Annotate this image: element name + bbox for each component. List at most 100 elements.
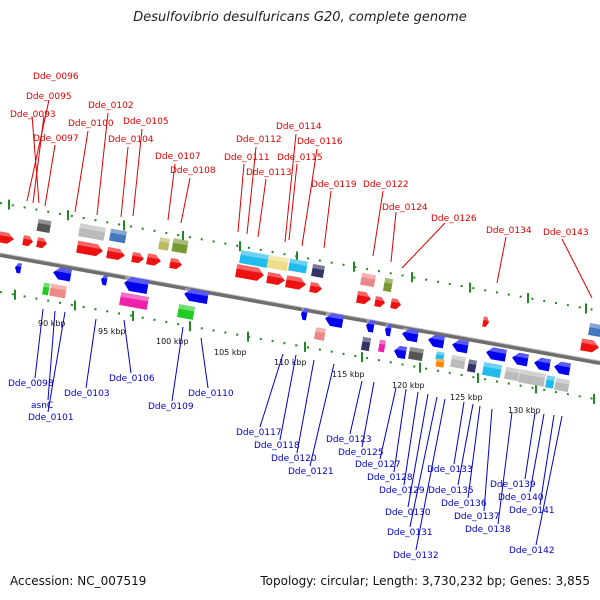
gene-glyph bbox=[504, 366, 520, 382]
top-gene-label: Dde_0113 bbox=[246, 168, 292, 178]
gene-glyph bbox=[545, 375, 555, 389]
bottom-label-leader bbox=[259, 353, 284, 428]
gene-glyph bbox=[239, 250, 269, 268]
top-label-leader bbox=[301, 148, 318, 247]
bottom-label-leader bbox=[279, 354, 297, 441]
top-label-leader bbox=[32, 115, 45, 204]
bottom-gene-label: Dde_0135 bbox=[428, 486, 474, 496]
top-label-leader bbox=[120, 146, 129, 218]
bottom-label-leader bbox=[393, 388, 407, 473]
top-label-leader bbox=[26, 99, 50, 202]
bottom-gene-label: Dde_0139 bbox=[490, 480, 536, 490]
bottom-label-leader bbox=[453, 401, 465, 465]
top-gene-label: Dde_0097 bbox=[33, 134, 79, 144]
gene-glyph bbox=[311, 264, 325, 278]
top-gene-label: Dde_0122 bbox=[363, 180, 409, 190]
gene-glyph bbox=[554, 377, 570, 393]
gene-glyph bbox=[288, 258, 308, 274]
gene-glyph bbox=[588, 323, 600, 337]
bottom-gene-label: Dde_0123 bbox=[326, 435, 372, 445]
gene-glyph bbox=[467, 359, 477, 373]
top-gene-label: Dde_0105 bbox=[123, 117, 169, 127]
bottom-label-leader bbox=[47, 310, 56, 401]
gene-glyph bbox=[41, 282, 51, 296]
bottom-label-leader bbox=[529, 413, 545, 493]
gene-glyph bbox=[36, 237, 48, 249]
bottom-label-leader bbox=[483, 408, 493, 512]
top-gene-label: Dde_0108 bbox=[170, 166, 216, 176]
bottom-gene-label: Dde_0138 bbox=[465, 525, 511, 535]
gene-glyph bbox=[314, 327, 326, 341]
top-label-leader bbox=[246, 146, 257, 235]
bottom-label-leader bbox=[171, 326, 184, 402]
top-label-leader bbox=[44, 144, 56, 207]
top-gene-label: Dde_0116 bbox=[297, 137, 343, 147]
gene-glyph bbox=[486, 346, 507, 362]
bottom-gene-label: asnC bbox=[31, 401, 53, 411]
top-label-leader bbox=[284, 133, 297, 243]
top-gene-label: Dde_0143 bbox=[543, 228, 589, 238]
gene-glyph bbox=[452, 338, 469, 354]
gene-glyph bbox=[356, 290, 372, 305]
top-label-leader bbox=[96, 112, 109, 216]
top-gene-label: Dde_0102 bbox=[88, 101, 134, 111]
gene-glyph bbox=[267, 254, 289, 272]
bottom-gene-label: Dde_0101 bbox=[28, 413, 74, 423]
bottom-gene-label: Dde_0129 bbox=[379, 486, 425, 496]
top-label-leader bbox=[496, 236, 507, 284]
top-label-leader bbox=[323, 190, 332, 249]
top-label-leader bbox=[390, 211, 397, 263]
top-label-leader bbox=[132, 128, 143, 217]
gene-features bbox=[0, 218, 600, 393]
gene-glyph bbox=[554, 360, 571, 376]
top-gene-label: Dde_0107 bbox=[155, 152, 201, 162]
top-label-leader bbox=[401, 222, 446, 269]
bottom-label-leader bbox=[535, 415, 563, 546]
gene-glyph bbox=[366, 319, 375, 333]
bottom-strand-labels: Dde_0098 asnC Dde_0101 Dde_0103 Dde_0106 Dde_… bbox=[8, 308, 563, 561]
bottom-gene-label: Dde_0132 bbox=[393, 551, 439, 561]
top-gene-label: Dde_0124 bbox=[382, 203, 428, 213]
gene-glyph bbox=[390, 298, 402, 310]
bottom-label-leader bbox=[409, 396, 438, 528]
top-label-leader bbox=[372, 190, 384, 257]
gene-glyph bbox=[235, 264, 265, 281]
bottom-gene-label: Dde_0133 bbox=[427, 465, 473, 475]
bottom-label-leader bbox=[47, 311, 66, 413]
top-strand-labels: Dde_0096 Dde_0095 Dde_0093 Dde_0097 Dde_0100… bbox=[10, 72, 593, 299]
gene-glyph bbox=[512, 351, 529, 367]
bottom-gene-label: Dde_0106 bbox=[109, 374, 155, 384]
bottom-gene-label: Dde_0110 bbox=[188, 389, 234, 399]
gene-glyph bbox=[124, 275, 150, 295]
gene-glyph bbox=[176, 304, 196, 320]
gene-glyph bbox=[119, 292, 149, 310]
gene-glyph bbox=[285, 275, 307, 290]
bottom-gene-label: Dde_0117 bbox=[236, 428, 282, 438]
bottom-gene-label: Dde_0127 bbox=[355, 460, 401, 470]
scale-label: 110 kbp bbox=[274, 358, 307, 367]
gene-glyph bbox=[78, 223, 106, 241]
bottom-gene-label: Dde_0140 bbox=[498, 493, 544, 503]
gene-glyph bbox=[184, 287, 209, 305]
scale-ticks bbox=[8, 199, 595, 404]
top-gene-label: Dde_0112 bbox=[236, 135, 282, 145]
top-gene-label: Dde_0095 bbox=[26, 92, 72, 102]
gene-glyph bbox=[325, 312, 345, 328]
top-label-leader bbox=[167, 163, 176, 221]
scale-labels: 90 kbp 95 kbp 100 kbp 105 kbp 110 kbp 115 kbp… bbox=[38, 319, 541, 415]
bottom-label-leader bbox=[539, 414, 555, 506]
top-label-leader bbox=[561, 238, 593, 299]
top-gene-label: Dde_0100 bbox=[68, 119, 114, 129]
gene-glyph bbox=[377, 339, 387, 353]
gene-glyph bbox=[109, 228, 127, 244]
bottom-gene-label: Dde_0131 bbox=[387, 528, 433, 538]
top-gene-label: Dde_0104 bbox=[108, 135, 154, 145]
gene-glyph bbox=[374, 296, 386, 308]
gene-glyph bbox=[394, 345, 407, 359]
bottom-label-leader bbox=[379, 387, 397, 460]
bottom-label-leader bbox=[467, 405, 481, 499]
bottom-label-leader bbox=[403, 391, 419, 486]
genome-summary-text: Topology: circular; Length: 3,730,232 bp… bbox=[260, 574, 590, 588]
accession-text: Accession: NC_007519 bbox=[10, 574, 147, 588]
bottom-label-leader bbox=[407, 393, 429, 508]
